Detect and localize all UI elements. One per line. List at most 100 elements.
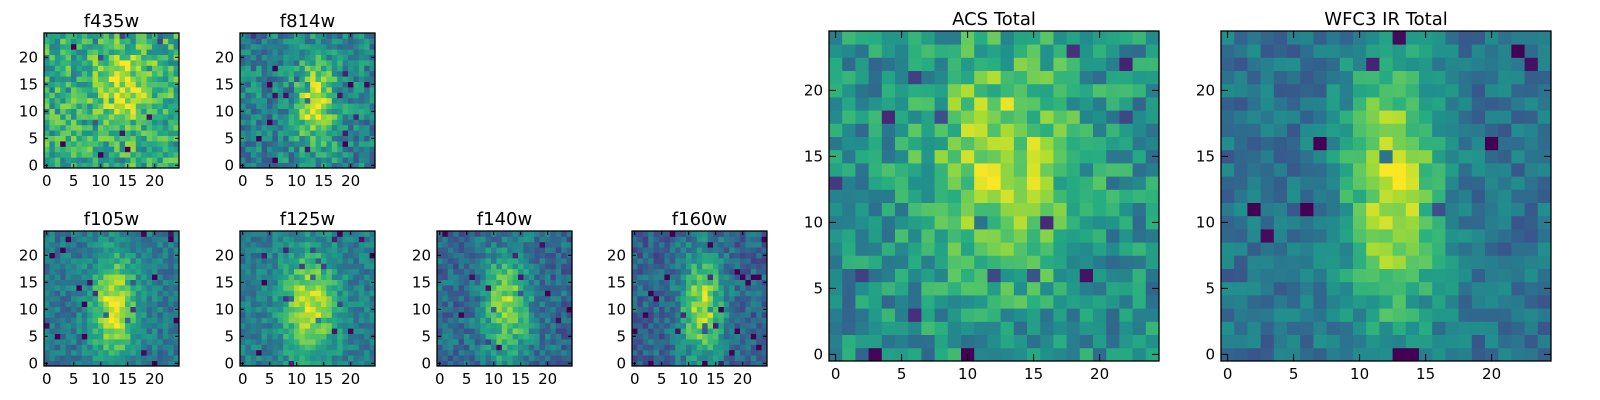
heatmap-cell: [76, 92, 83, 99]
heatmap-cell: [702, 328, 708, 334]
heatmap-cell: [491, 241, 497, 248]
heatmap-cell: [648, 252, 654, 259]
heatmap-cell: [464, 241, 470, 248]
heatmap-cell: [277, 295, 284, 302]
heatmap-cell: [342, 33, 349, 39]
heatmap-cell: [331, 317, 338, 324]
heatmap-cell: [103, 70, 110, 77]
heatmap-cell: [750, 333, 757, 340]
heatmap-cell: [353, 252, 360, 259]
heatmap-cell: [534, 241, 540, 248]
heatmap-cell: [261, 162, 268, 169]
heatmap-cell: [364, 43, 370, 50]
heatmap-cell: [1419, 176, 1433, 190]
heatmap-cell: [648, 236, 654, 243]
heatmap-cell: [135, 119, 142, 126]
heatmap-cell: [250, 33, 257, 39]
y-tick-label: 5: [224, 327, 234, 345]
heatmap-cell: [632, 285, 638, 291]
heatmap-cell: [364, 344, 370, 351]
heatmap-cell: [713, 349, 719, 356]
heatmap-cell: [87, 312, 93, 318]
heatmap-cell: [1145, 136, 1160, 151]
heatmap-cell: [369, 92, 376, 99]
heatmap-cell: [358, 263, 365, 270]
heatmap-cell: [71, 306, 77, 313]
heatmap-cell: [60, 60, 66, 66]
heatmap-cell: [512, 241, 519, 248]
heatmap-cell: [321, 295, 327, 302]
heatmap-cell: [496, 268, 503, 275]
heatmap-cell: [1132, 149, 1147, 164]
heatmap-cell: [44, 263, 50, 270]
heatmap-cell: [92, 87, 99, 93]
heatmap-cell: [745, 312, 752, 318]
heatmap-cell: [98, 301, 104, 307]
heatmap-cell: [304, 54, 311, 61]
heatmap-cell: [146, 263, 153, 270]
heatmap-cell: [152, 135, 158, 142]
heatmap-cell: [369, 124, 376, 131]
heatmap-cell: [326, 317, 333, 324]
heatmap-cell: [469, 252, 476, 259]
heatmap-cell: [491, 317, 497, 324]
heatmap-cell: [855, 44, 869, 58]
heatmap-cell: [729, 279, 735, 286]
heatmap-cell: [146, 33, 153, 39]
heatmap-cell: [987, 295, 1001, 309]
heatmap-cell: [125, 130, 131, 136]
heatmap-cell: [518, 241, 524, 248]
heatmap-cell: [1119, 149, 1133, 164]
heatmap-cell: [750, 339, 757, 345]
heatmap-cell: [294, 301, 300, 307]
heatmap-cell: [369, 231, 376, 237]
heatmap-cell: [130, 103, 137, 109]
heatmap-cell: [1079, 176, 1094, 190]
heatmap-cell: [750, 263, 757, 270]
heatmap-cell: [561, 349, 567, 356]
heatmap-cell: [474, 355, 481, 361]
heatmap-cell: [1119, 189, 1133, 203]
heatmap-cell: [1432, 176, 1446, 190]
heatmap-cell: [713, 263, 719, 270]
heatmap-cell: [277, 241, 284, 248]
heatmap-cell: [240, 312, 246, 318]
heatmap-cell: [750, 344, 757, 351]
heatmap-cell: [310, 76, 316, 82]
heatmap-cell: [353, 54, 360, 61]
heatmap-cell: [364, 38, 370, 45]
heatmap-cell: [369, 355, 376, 361]
heatmap-cell: [745, 317, 752, 324]
heatmap-cell: [76, 43, 83, 50]
x-tick-label: 5: [462, 370, 472, 388]
heatmap-cell: [54, 70, 61, 77]
heatmap-cell: [98, 108, 104, 115]
heatmap-cell: [669, 263, 676, 270]
heatmap-cell: [60, 108, 66, 115]
heatmap-cell: [1013, 176, 1028, 190]
heatmap-cell: [696, 247, 703, 253]
heatmap-cell: [642, 328, 649, 334]
heatmap-cell: [92, 263, 99, 270]
heatmap-cell: [745, 241, 752, 248]
heatmap-cell: [331, 135, 338, 142]
heatmap-cell: [829, 123, 843, 137]
heatmap-cell: [288, 322, 295, 329]
heatmap-cell: [1326, 347, 1341, 362]
heatmap-cell: [518, 317, 524, 324]
heatmap-cell: [261, 290, 268, 297]
heatmap-cell: [337, 328, 343, 334]
heatmap-cell: [141, 333, 147, 340]
heatmap-cell: [173, 301, 180, 307]
heatmap-cell: [152, 92, 158, 99]
heatmap-cell: [60, 231, 66, 237]
heatmap-cell: [98, 157, 104, 163]
heatmap-cell: [881, 149, 896, 164]
heatmap-cell: [1273, 334, 1288, 349]
heatmap-cell: [458, 274, 465, 280]
heatmap-cell: [92, 241, 99, 248]
heatmap-cell: [1379, 281, 1393, 296]
heatmap-cell: [1273, 295, 1288, 309]
heatmap-cell: [294, 274, 300, 280]
heatmap-cell: [881, 83, 896, 98]
